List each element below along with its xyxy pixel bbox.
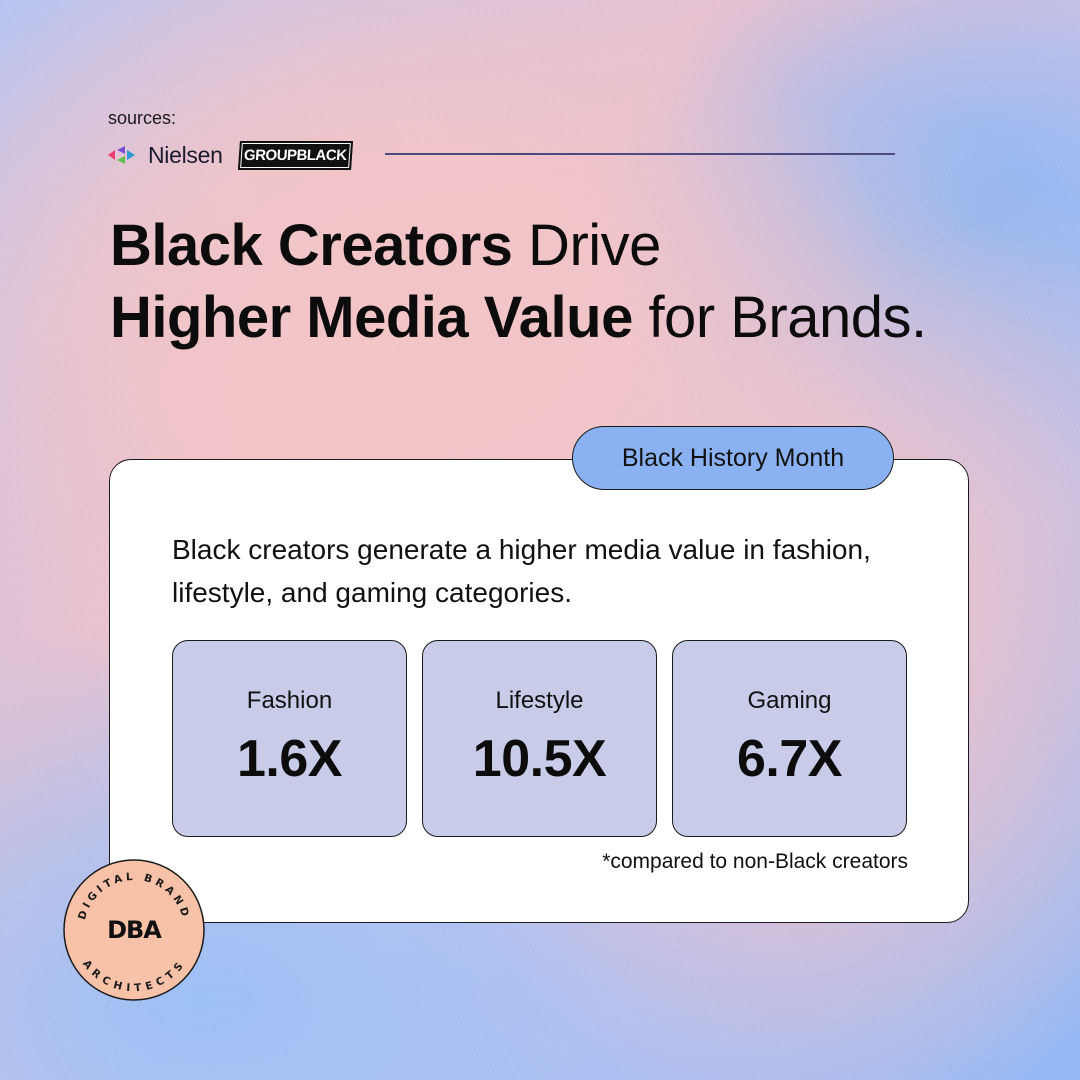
black-history-month-tag: Black History Month	[572, 426, 894, 490]
badge-monogram: DBA	[107, 916, 162, 944]
headline-text-4: for Brands.	[632, 285, 927, 350]
stat-value: 10.5X	[472, 730, 607, 788]
nielsen-logo-text: Nielsen	[148, 141, 223, 168]
headline-text-2: Drive	[512, 213, 661, 278]
divider-line	[385, 153, 895, 155]
headline: Black Creators Drive Higher Media Value …	[110, 210, 970, 354]
nielsen-logo-icon	[108, 146, 135, 164]
stat-label: Gaming	[747, 687, 832, 714]
source-logos: Nielsen GROUPBLACK	[108, 140, 353, 170]
headline-bold-3: Higher Media Value	[110, 285, 633, 350]
stat-value: 1.6X	[237, 730, 342, 788]
stat-label: Fashion	[246, 687, 333, 714]
footnote: *compared to non-Black creators	[602, 850, 908, 873]
stat-value: 6.7X	[737, 730, 842, 788]
stat-box-gaming: Gaming 6.7X	[672, 640, 907, 837]
headline-bold-1: Black Creators	[110, 213, 513, 278]
sources-label: sources:	[108, 108, 177, 128]
stat-box-lifestyle: Lifestyle 10.5X	[422, 640, 657, 837]
stat-label: Lifestyle	[495, 687, 584, 714]
stat-box-fashion: Fashion 1.6X	[172, 640, 407, 837]
card-lead-text: Black creators generate a higher media v…	[172, 534, 871, 608]
groupblack-logo: GROUPBLACK	[237, 140, 353, 170]
dba-badge-logo: DIGITAL BRAND ARCHITECTS DBA	[63, 859, 205, 1001]
